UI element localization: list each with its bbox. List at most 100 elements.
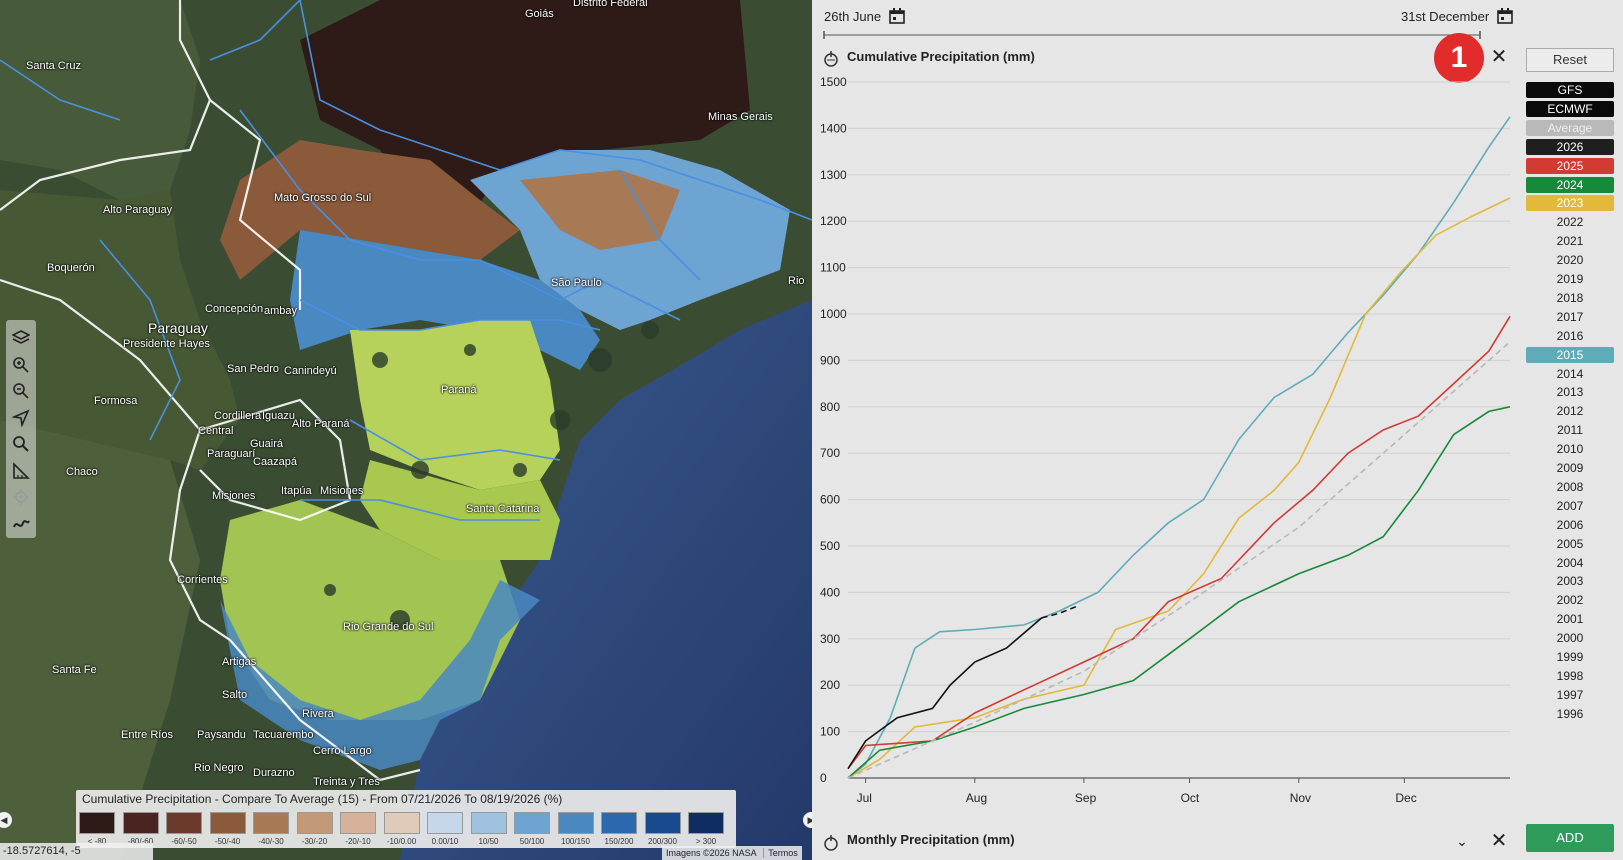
- series-line: [847, 617, 1043, 770]
- series-toggle[interactable]: 2000: [1556, 631, 1584, 646]
- legend-swatch: [122, 812, 159, 834]
- legend-swatch: [296, 812, 333, 834]
- map-place-label: Rio: [788, 275, 805, 287]
- series-toggle[interactable]: 2014: [1556, 366, 1584, 381]
- series-toggle[interactable]: 2019: [1556, 272, 1584, 286]
- series-toggle[interactable]: 2008: [1556, 479, 1584, 494]
- y-tick-label: 500: [820, 539, 840, 553]
- calendar-icon[interactable]: [889, 8, 905, 24]
- map-place-label: Formosa: [94, 395, 138, 407]
- map-place-label: Rio Grande do Sul: [343, 621, 434, 633]
- zoom-out-icon[interactable]: [9, 379, 33, 403]
- start-date-picker[interactable]: 26th June: [824, 8, 905, 24]
- collapse-left-icon[interactable]: ◀: [0, 812, 12, 828]
- series-toggle[interactable]: 2013: [1556, 385, 1584, 400]
- map-view[interactable]: Goiás Distrito Federal Santa Cruz Minas Ger…: [0, 0, 812, 860]
- close-chart-icon[interactable]: ✕: [1490, 46, 1508, 68]
- series-toggle[interactable]: Average: [1526, 119, 1614, 136]
- y-tick-label: 1200: [820, 214, 847, 228]
- close-monthly-icon[interactable]: ✕: [1490, 830, 1508, 852]
- series-toggle[interactable]: 2004: [1556, 555, 1584, 570]
- series-toggle[interactable]: 2011: [1557, 423, 1583, 438]
- y-tick-label: 1500: [820, 75, 847, 89]
- chart-panel: 26th June 31st December Cumulative Preci…: [812, 0, 1623, 860]
- series-toggle[interactable]: 1997: [1556, 687, 1584, 702]
- legend-swatch-label: -40/-30: [258, 837, 284, 846]
- series-toggle[interactable]: 2009: [1556, 461, 1584, 475]
- series-toggle[interactable]: 2001: [1556, 612, 1584, 627]
- map-place-label: Central: [198, 425, 234, 437]
- calendar-icon[interactable]: [1497, 8, 1513, 24]
- map-place-label: San Pedro: [227, 363, 279, 375]
- terms-link[interactable]: Termos: [763, 848, 802, 858]
- map-place-label: Misiones: [212, 490, 256, 502]
- series-toggle[interactable]: 2016: [1556, 328, 1584, 343]
- series-toggle[interactable]: 1996: [1556, 706, 1584, 721]
- legend-swatch-label: -60/-50: [171, 837, 197, 846]
- map-place-label: Chaco: [66, 466, 98, 478]
- series-toggle[interactable]: 1998: [1556, 668, 1584, 683]
- series-toggle[interactable]: 2020: [1556, 253, 1584, 268]
- map-place-label: Paysandu: [197, 729, 246, 741]
- legend-swatch-label: 50/100: [519, 837, 545, 846]
- map-place-label: Tacuarembo: [253, 729, 314, 741]
- legend-swatch: [688, 812, 724, 834]
- series-toggle[interactable]: GFS: [1526, 82, 1614, 98]
- series-toggle[interactable]: ECMWF: [1526, 100, 1614, 117]
- y-tick-label: 1100: [820, 261, 846, 275]
- series-toggle[interactable]: 2002: [1556, 593, 1584, 608]
- series-line: [847, 116, 1511, 779]
- series-toggle[interactable]: 2010: [1556, 442, 1584, 457]
- coordinates-readout: -18.5727614, -5: [0, 843, 153, 860]
- layers-icon[interactable]: [9, 326, 33, 350]
- map-place-label: Guairá: [250, 438, 284, 450]
- draw-icon[interactable]: [9, 512, 33, 536]
- series-toggle[interactable]: 2006: [1556, 517, 1584, 532]
- y-tick-label: 0: [820, 771, 827, 785]
- zoom-in-icon[interactable]: [9, 353, 33, 377]
- map-place-label: Alto Paraná: [292, 418, 350, 430]
- measure-icon[interactable]: [9, 459, 33, 483]
- end-date-picker[interactable]: 31st December: [1401, 8, 1513, 24]
- imagery-credit: Imagens ©2026 NASA: [666, 848, 757, 858]
- x-tick-label: Dec: [1395, 791, 1416, 805]
- y-tick-label: 800: [820, 400, 840, 414]
- y-tick-label: 700: [820, 446, 840, 460]
- legend-swatch-label: -80/-60: [127, 837, 154, 846]
- expand-panel-icon[interactable]: ▶: [803, 812, 812, 828]
- series-toggle[interactable]: 2026: [1526, 138, 1614, 155]
- map-place-label: Presidente Hayes: [123, 338, 210, 350]
- map-place-label: Canindeyú: [284, 365, 337, 377]
- map-place-label: Cordillera: [214, 410, 262, 422]
- series-toggle[interactable]: 2025: [1526, 157, 1614, 174]
- chevron-down-icon[interactable]: ⌄: [1456, 833, 1468, 849]
- legend-swatch: [514, 812, 550, 834]
- reset-button[interactable]: Reset: [1526, 48, 1614, 72]
- add-button[interactable]: ADD: [1526, 824, 1614, 852]
- map-place-label: Concepción: [205, 303, 264, 315]
- legend-swatch: [79, 812, 115, 834]
- series-toggle[interactable]: 2024: [1526, 176, 1614, 193]
- series-toggle[interactable]: 2017: [1556, 309, 1584, 324]
- series-toggle[interactable]: 2012: [1556, 404, 1584, 419]
- series-toggle[interactable]: 2007: [1556, 498, 1584, 513]
- legend-swatch: [166, 812, 202, 834]
- series-toggle[interactable]: 2021: [1556, 234, 1584, 249]
- map-place-label: Mato Grosso do Sul: [274, 192, 372, 204]
- date-range-slider[interactable]: [822, 30, 1482, 40]
- map-place-label: Artigas: [222, 656, 257, 668]
- precipitation-icon: [824, 835, 838, 851]
- navigate-icon[interactable]: [9, 406, 33, 430]
- locate-icon[interactable]: [9, 485, 33, 509]
- series-toggle[interactable]: 2005: [1556, 536, 1584, 551]
- x-tick-label: Oct: [1181, 791, 1200, 805]
- series-toggle[interactable]: 2022: [1556, 215, 1584, 230]
- series-toggle[interactable]: 1999: [1556, 650, 1584, 664]
- series-toggle[interactable]: 2018: [1556, 290, 1584, 305]
- search-icon[interactable]: [9, 432, 33, 456]
- series-toggle[interactable]: 2015: [1526, 346, 1614, 363]
- series-toggle[interactable]: 2003: [1556, 574, 1584, 589]
- series-toggle[interactable]: 2023: [1526, 195, 1614, 212]
- y-tick-label: 200: [820, 678, 840, 692]
- map-canvas[interactable]: [0, 0, 812, 860]
